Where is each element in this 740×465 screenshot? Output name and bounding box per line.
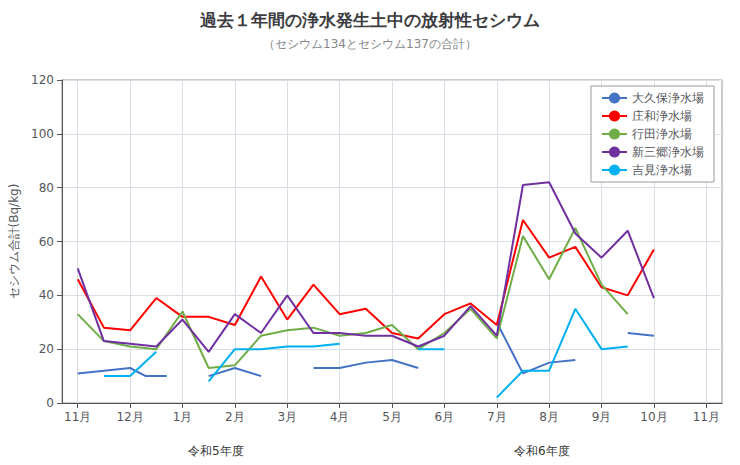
svg-text:5月: 5月 xyxy=(382,410,402,424)
svg-text:7月: 7月 xyxy=(487,410,507,424)
svg-text:令和5年度: 令和5年度 xyxy=(188,444,244,458)
svg-text:8月: 8月 xyxy=(539,410,559,424)
svg-text:0: 0 xyxy=(46,396,54,410)
svg-text:3月: 3月 xyxy=(277,410,297,424)
svg-text:12月: 12月 xyxy=(116,410,143,424)
svg-text:2月: 2月 xyxy=(225,410,245,424)
svg-text:4月: 4月 xyxy=(330,410,350,424)
svg-text:（セシウム134とセシウム137の合計）: （セシウム134とセシウム137の合計） xyxy=(263,37,477,51)
svg-text:40: 40 xyxy=(39,288,54,302)
svg-text:行田浄水場: 行田浄水場 xyxy=(632,127,692,141)
svg-text:庄和浄水場: 庄和浄水場 xyxy=(632,109,692,123)
svg-text:1月: 1月 xyxy=(173,410,193,424)
svg-text:新三郷浄水場: 新三郷浄水場 xyxy=(632,145,704,159)
svg-text:6月: 6月 xyxy=(435,410,455,424)
svg-text:9月: 9月 xyxy=(592,410,612,424)
svg-text:10月: 10月 xyxy=(640,410,667,424)
svg-text:80: 80 xyxy=(39,181,54,195)
svg-text:11月: 11月 xyxy=(64,410,91,424)
svg-text:吉見浄水場: 吉見浄水場 xyxy=(632,163,692,177)
svg-text:セシウム合計(Bq/kg): セシウム合計(Bq/kg) xyxy=(7,184,21,300)
svg-text:60: 60 xyxy=(39,235,54,249)
svg-text:120: 120 xyxy=(31,73,54,87)
svg-text:令和6年度: 令和6年度 xyxy=(514,444,570,458)
svg-text:過去１年間の浄水発生土中の放射性セシウム: 過去１年間の浄水発生土中の放射性セシウム xyxy=(199,10,540,30)
svg-text:大久保浄水場: 大久保浄水場 xyxy=(632,91,704,105)
svg-text:11月: 11月 xyxy=(693,410,720,424)
svg-text:20: 20 xyxy=(39,342,54,356)
svg-text:100: 100 xyxy=(31,127,54,141)
